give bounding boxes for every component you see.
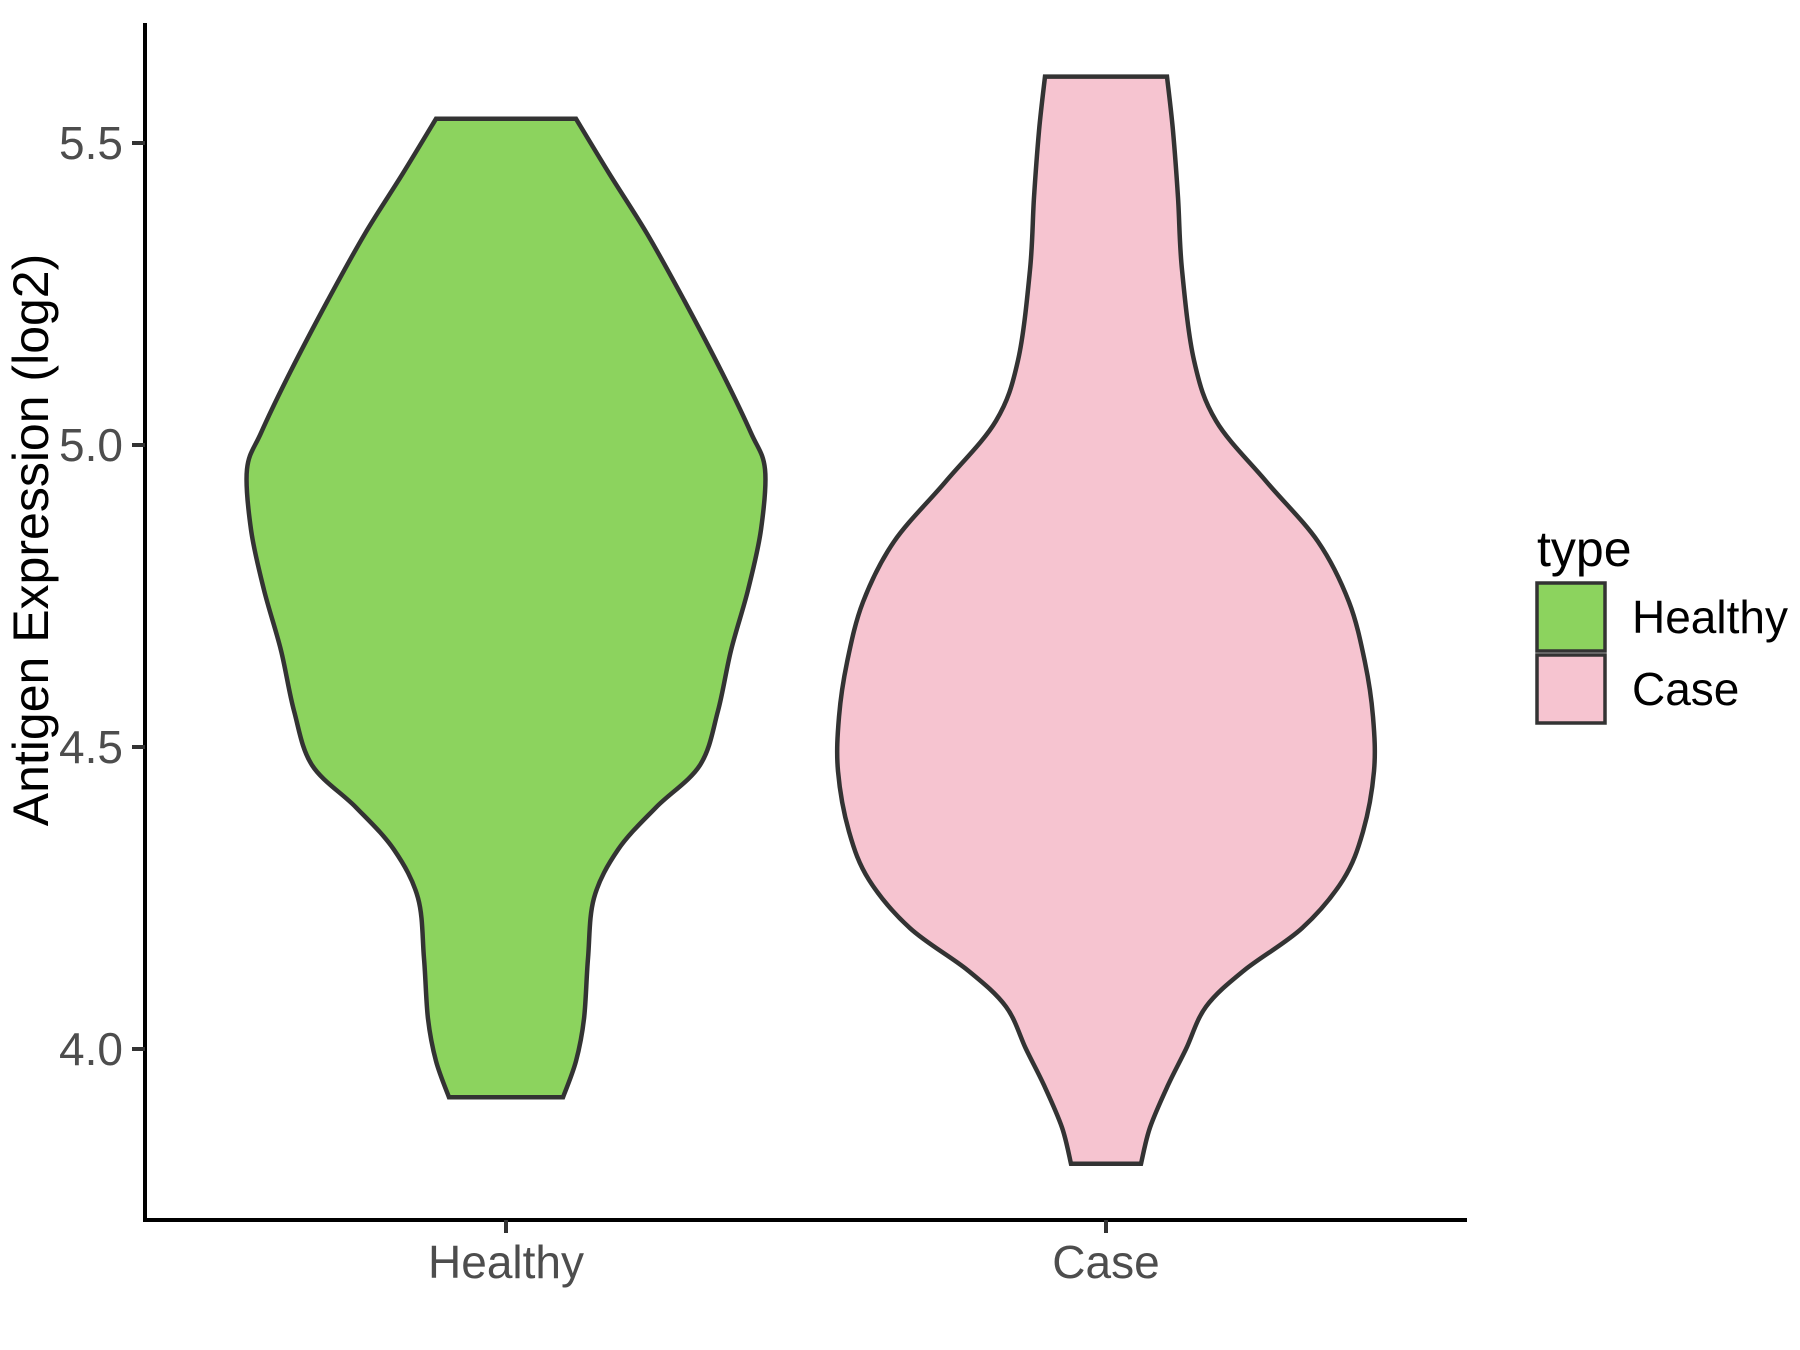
y-tick-label: 4.5 [59, 721, 123, 773]
y-ticks: 4.0 4.5 5.0 5.5 [59, 117, 145, 1075]
legend-title: type [1537, 521, 1632, 577]
y-tick-label: 5.0 [59, 419, 123, 471]
plot-panel [244, 74, 1378, 1167]
violins [244, 74, 1378, 1167]
legend-entries: Healthy Case [1535, 581, 1788, 725]
x-axis: Healthy Case [143, 1218, 1467, 1288]
legend-label-healthy: Healthy [1632, 591, 1788, 643]
violin-healthy [244, 116, 768, 1100]
legend-key-healthy [1535, 581, 1607, 653]
y-tick-label: 4.0 [59, 1023, 123, 1075]
violin-case [834, 74, 1378, 1167]
x-tick-label: Healthy [428, 1236, 584, 1288]
legend: type Healthy Case [1535, 521, 1788, 725]
y-axis-title: Antigen Expression (log2) [3, 254, 59, 827]
x-ticks: Healthy Case [428, 1220, 1160, 1288]
x-tick-label: Case [1052, 1236, 1159, 1288]
y-tick-label: 5.5 [59, 117, 123, 169]
legend-label-case: Case [1632, 663, 1739, 715]
y-axis: 4.0 4.5 5.0 5.5 Antigen Expression (log2) [3, 23, 147, 1222]
legend-key-case [1535, 653, 1607, 725]
